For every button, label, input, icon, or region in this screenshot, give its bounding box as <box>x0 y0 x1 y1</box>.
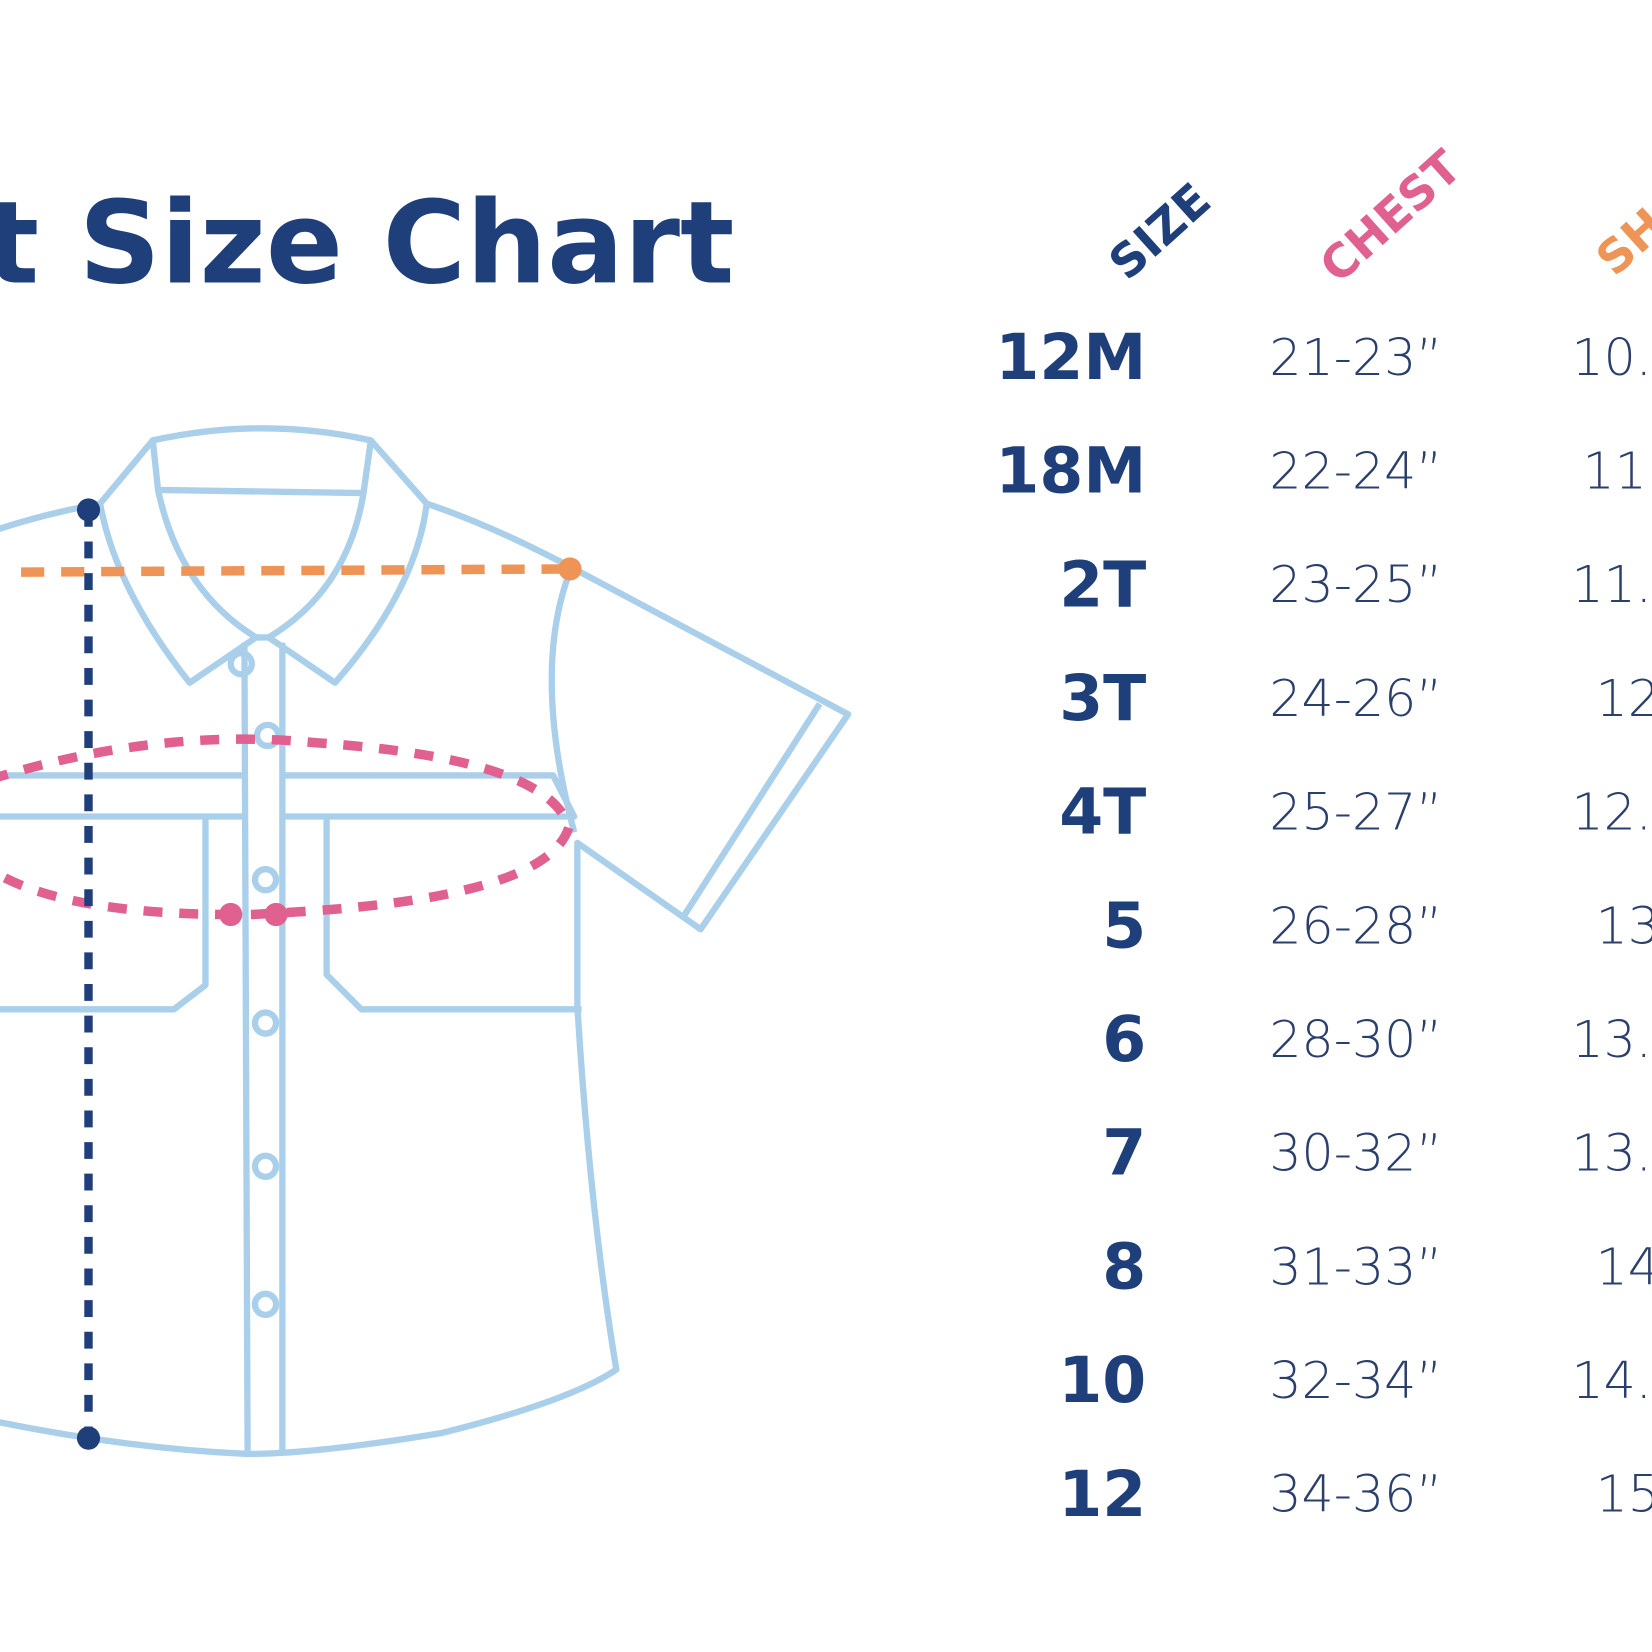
chest-cell: 24-26” <box>1269 669 1442 728</box>
size-cell: 12M <box>995 320 1146 394</box>
shoulder-cell: 15 <box>1596 1465 1652 1524</box>
chest-cell: 23-25” <box>1269 555 1442 614</box>
size-cell: 3T <box>1059 661 1146 735</box>
size-cell: 2T <box>1059 547 1146 621</box>
shoulder-cell: 12.5 <box>1571 783 1652 842</box>
chest-cell: 30-32” <box>1269 1124 1442 1183</box>
shirt-illustration <box>0 425 852 1458</box>
size-cell: 6 <box>1102 1002 1146 1076</box>
title: rt Size Chart <box>0 176 734 309</box>
chest-cell: 28-30” <box>1269 1010 1442 1069</box>
chest-cell: 31-33” <box>1269 1237 1442 1296</box>
size-cell: 8 <box>1102 1229 1146 1303</box>
shoulder-cell: 13 <box>1596 896 1652 955</box>
size-cell: 4T <box>1059 775 1146 849</box>
shoulder-cell: 13.2 <box>1571 1010 1652 1069</box>
chest-cell: 26-28” <box>1269 896 1442 955</box>
shoulder-cell: 12 <box>1596 669 1652 728</box>
chest-cell: 25-27” <box>1269 783 1442 842</box>
chest-cell: 22-24” <box>1269 442 1442 501</box>
shoulder-cell: 10.5 <box>1571 328 1652 387</box>
shoulder-cell: 11” <box>1582 442 1652 501</box>
shoulder-cell: 14.5 <box>1571 1351 1652 1410</box>
shoulder-cell: 11.5 <box>1571 555 1652 614</box>
size-cell: 5 <box>1102 888 1146 962</box>
chest-cell: 32-34” <box>1269 1351 1442 1410</box>
chest-cell: 21-23” <box>1269 328 1442 387</box>
size-cell: 10 <box>1058 1343 1146 1417</box>
size-cell: 18M <box>995 434 1146 508</box>
size-cell: 12 <box>1058 1457 1146 1531</box>
chest-cell: 34-36” <box>1269 1465 1442 1524</box>
shoulder-cell: 14 <box>1596 1237 1652 1296</box>
size-cell: 7 <box>1102 1116 1146 1190</box>
shoulder-cell: 13.5 <box>1571 1124 1652 1183</box>
